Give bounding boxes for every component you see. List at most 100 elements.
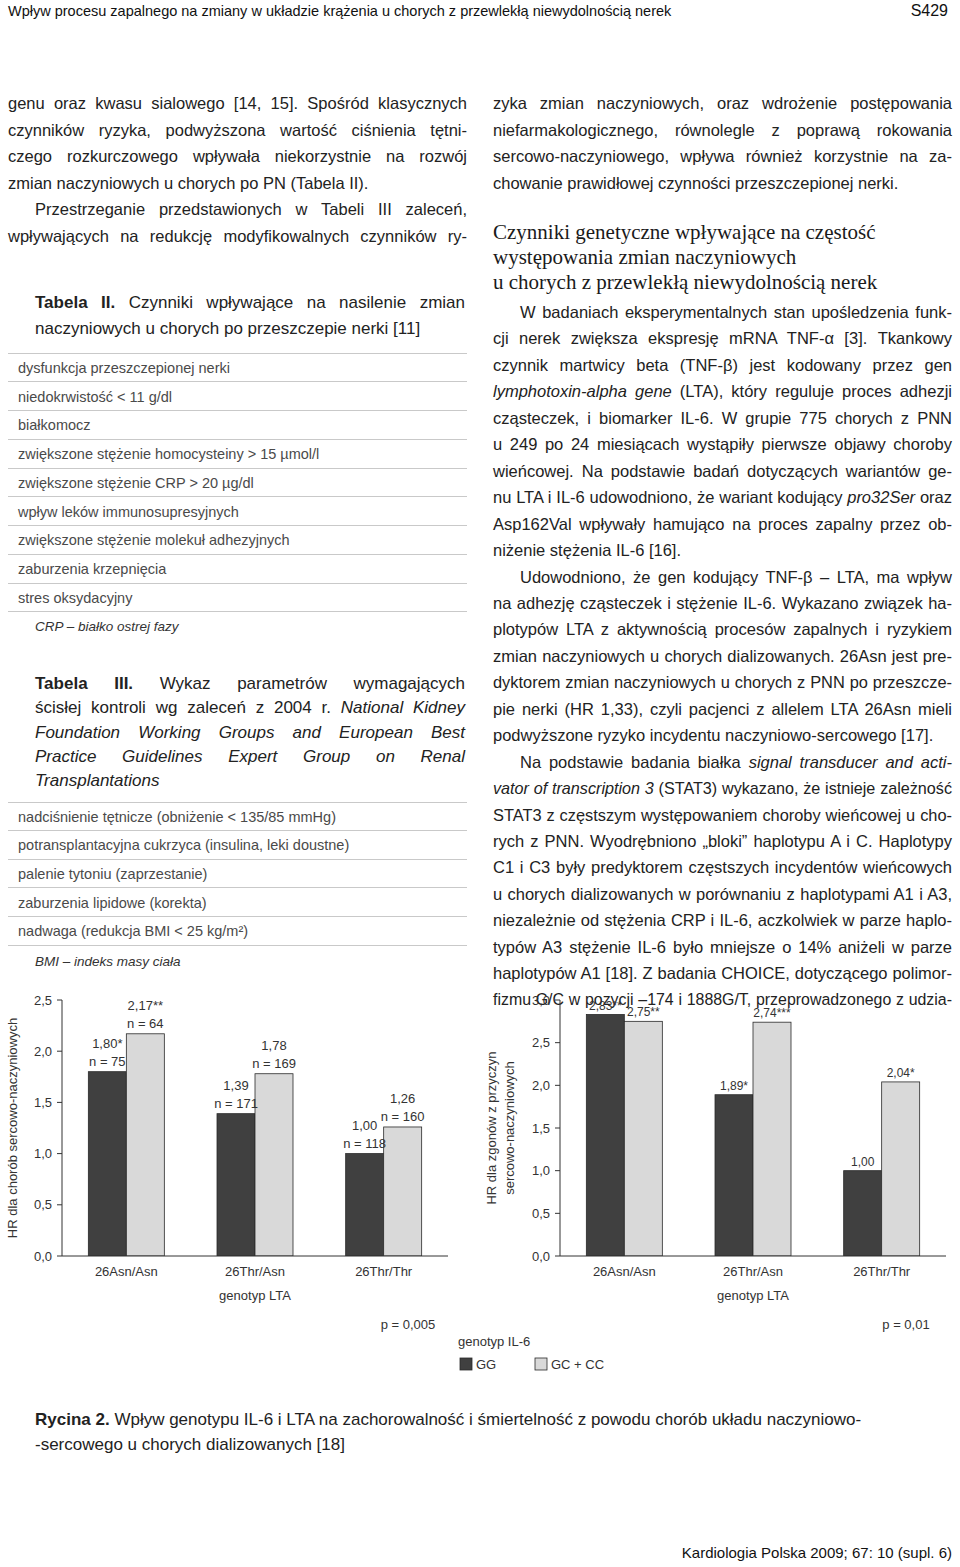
body-line: niefarmakologicznego, równolegle z popra… (493, 119, 952, 141)
figure-caption: -sercowego u chorych dializowanych [18] (35, 1434, 935, 1456)
body-line: STAT3 z częstszym występowaniem choroby … (493, 804, 952, 826)
figure: 1,80* n = 75 1,39 n = 171 1,00 n = 118 2,17** n… (0, 0, 960, 1567)
text-run: dyktorem zmian naczyniowych u chorych z … (493, 671, 952, 693)
table-title: Tabela II. Czynniki wpływające na nasile… (35, 292, 465, 314)
sample-label: n = 160 (381, 1109, 425, 1124)
tick (57, 1102, 62, 1103)
text-run: haplotypów A1 [18]. Z badania CHOICE, do… (493, 962, 952, 984)
text: u chorych z przewlekłą niewydolnością ne… (493, 270, 877, 294)
body-line: wpływających na redukcję modyfikowalnych… (8, 225, 467, 247)
text-run: C1 i C3 były predyktorem częstszych incy… (493, 856, 952, 878)
tick-label: 0,5 (34, 1197, 52, 1212)
text: genu oraz kwasu sialowego [14, 15]. Spoś… (8, 94, 467, 112)
text-run: nadciśnienie tętnicze (obniżenie < 135/8… (18, 806, 336, 828)
text: niezależnie od stężenia CRP i IL-6, aczk… (493, 911, 952, 929)
text-run: Transplantations (35, 770, 159, 792)
table-cell: dysfunkcja przeszczepionej nerki (18, 357, 463, 379)
body-line: plotypów LTA z aktywnością procesów zapa… (493, 618, 952, 640)
text: występowania zmian naczyniowych (493, 245, 796, 269)
body-line: pie nerki (HR 1,33), czyli pacjenci z al… (493, 698, 952, 720)
body-line: zmian naczyniowych u chorych po PN (Tabe… (8, 172, 467, 194)
text: Czynniki wpływające na nasilenie zmian (129, 293, 465, 312)
text: zwiększone stężenie homocysteiny > 15 µm… (18, 446, 319, 462)
body-line: lymphotoxin-alpha gene (LTA), który regu… (493, 380, 952, 402)
legend-swatch (535, 1358, 547, 1370)
sample-label: n = 75 (89, 1054, 126, 1069)
body-line: fizmu G/C w pozycji –174 i 1888G/T, prze… (493, 989, 952, 1011)
text: stres oksydacyjny (18, 590, 132, 606)
text-run: Czynniki genetyczne wpływające na często… (493, 221, 876, 243)
text: wieńcowej. Na podstawie badań dotyczącyc… (493, 462, 952, 480)
text: zaburzenia lipidowe (korekta) (18, 895, 207, 911)
text: nadwaga (redukcja BMI < 25 kg/m²) (18, 923, 248, 939)
text-run: zaburzenia krzepnięcia (18, 558, 166, 580)
text-run: naczyniowych u chorych po przeszczepie n… (35, 318, 420, 340)
table-cell: niedokrwistość < 11 g/dl (18, 386, 463, 408)
data-label: 1,00 (851, 1155, 875, 1169)
text-run: czynnik martwicy beta (TNF-β) jest kodow… (493, 354, 952, 376)
text: niżenie stężenia IL-6 [16]. (493, 541, 681, 559)
tick (57, 1153, 62, 1154)
category-label: 26Thr/Thr (853, 1264, 911, 1279)
text: (LTA), który reguluje proces adhezji (672, 382, 952, 400)
data-label: 1,80* (92, 1036, 122, 1051)
data-label: 1,39 (223, 1078, 248, 1093)
table-cell: zwiększone stężenie homocysteiny > 15 µm… (18, 443, 463, 465)
text: u 249 po 24 miesiącach wystąpiły pierwsz… (493, 435, 952, 453)
data-label: 2,75** (627, 1005, 660, 1019)
body-line: chowanie prawidłowej czynności przeszcze… (493, 172, 952, 194)
text: fizmu G/C w pozycji –174 i 1888G/T, prze… (493, 991, 952, 1008)
sample-label: n = 118 (343, 1136, 386, 1151)
annotation: p = 0,01 (882, 1317, 929, 1332)
text: Transplantations (35, 771, 159, 790)
bar (88, 1072, 126, 1256)
tick-label: 2,5 (34, 993, 52, 1008)
text-run: Wpływ procesu zapalnego na zmiany w ukła… (8, 0, 671, 22)
category-label: 26Asn/Asn (593, 1264, 656, 1279)
category-label: 26Thr/Asn (723, 1264, 783, 1279)
body-line: zmian naczyniowych u chorych dializowany… (493, 645, 952, 667)
table-note: BMI – indeks masy ciała (35, 951, 455, 973)
text-run: CRP – białko ostrej fazy (35, 616, 179, 638)
body-line: W badaniach eksperymentalnych stan upośl… (520, 301, 952, 323)
text-run: W badaniach eksperymentalnych stan upośl… (520, 301, 952, 323)
table-cell: nadciśnienie tętnicze (obniżenie < 135/8… (18, 806, 463, 828)
body-line: Asp162Val wpływały hamująco na proces za… (493, 513, 952, 535)
text: dyktorem zmian naczyniowych u chorych z … (493, 673, 952, 691)
data-label: 2,17** (128, 998, 163, 1013)
body-line: genu oraz kwasu sialowego [14, 15]. Spoś… (8, 92, 467, 114)
row-rule (8, 945, 467, 946)
row-rule (8, 525, 467, 526)
text: czego rozkurczowego wpływała niekorzystn… (8, 147, 467, 165)
text: pie nerki (HR 1,33), czyli pacjenci z al… (493, 700, 952, 718)
body-line: wieńcowej. Na podstawie badań dotyczącyc… (493, 460, 952, 482)
text-run: -sercowego u chorych dializowanych [18] (35, 1434, 345, 1456)
row-rule (8, 468, 467, 469)
row-rule (8, 830, 467, 831)
bar (624, 1021, 662, 1256)
row-rule (8, 859, 467, 860)
tick (555, 1128, 560, 1129)
table-cell: palenie tytoniu (zaprzestanie) (18, 863, 463, 885)
body-line: Udowodniono, że gen kodujący TNF-β – LTA… (520, 566, 952, 588)
text: C1 i C3 były predyktorem częstszych incy… (493, 858, 952, 876)
footer-citation: Kardiologia Polska 2009; 67: 10 (supl. 6… (560, 1542, 952, 1564)
text: STAT3 z częstszym występowaniem choroby … (493, 806, 952, 824)
y-axis (62, 1000, 63, 1256)
tick-label: 0,0 (34, 1249, 52, 1264)
category-label: 26Thr/Thr (355, 1264, 413, 1279)
plot-area (586, 1015, 919, 1256)
text: nadciśnienie tętnicze (obniżenie < 135/8… (18, 809, 336, 825)
tick (57, 1051, 62, 1052)
text: Foundation Working Groups and European B… (35, 723, 465, 742)
bar (346, 1154, 384, 1256)
text-run: Udowodniono, że gen kodujący TNF-β – LTA… (520, 566, 952, 588)
text: nu LTA i IL-6 udowodniono, że wariant ko… (493, 488, 847, 506)
text: National Kidney (341, 698, 465, 717)
text: niefarmakologicznego, równolegle z popra… (493, 121, 952, 139)
text-run: zaburzenia lipidowe (korekta) (18, 892, 207, 914)
sample-label: n = 171 (214, 1096, 258, 1111)
tick (555, 1213, 560, 1214)
body-line: cząsteczek, i biomarker IL-6. W grupie 7… (493, 407, 952, 429)
figure-caption: Rycina 2. Wpływ genotypu IL-6 i LTA na z… (35, 1409, 935, 1431)
